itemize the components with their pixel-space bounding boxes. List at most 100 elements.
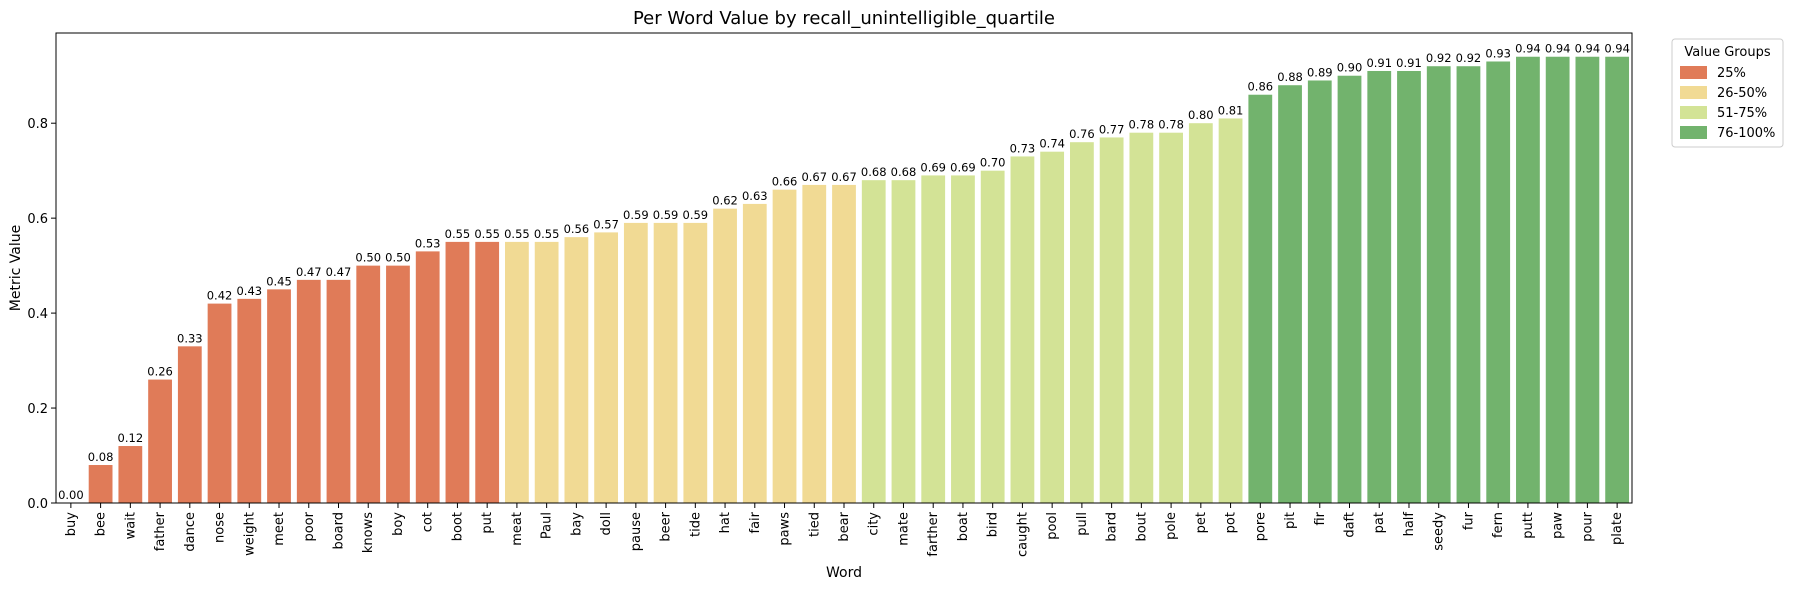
bar-pit [1278,85,1302,503]
bar-putt [1516,56,1540,504]
legend-label: 26-50% [1717,86,1767,101]
data-label-board: 0.47 [326,265,352,279]
data-label-mate: 0.68 [891,165,917,179]
data-label-put: 0.55 [474,227,500,241]
x-tick-label-weight: weight [242,512,257,556]
x-tick-label-half: half [1402,512,1417,537]
bar-tide [683,222,708,503]
bar-pot [1218,118,1243,504]
data-label-bee: 0.08 [88,450,114,464]
plot-area: 0.00 0.08 0.12 0.26 0.33 0.42 0.43 0.45 0.47 0.47… [55,32,1633,504]
bar-caught [1010,156,1035,504]
legend: Value Groups 25% 26-50% 51-75% 76-100% [1671,38,1784,148]
bar-hat [713,208,737,504]
data-label-Paul: 0.55 [534,227,560,241]
x-tick-label-pour: pour [1580,511,1595,541]
data-label-pit: 0.88 [1277,70,1303,84]
data-label-caught: 0.73 [1010,141,1036,155]
data-label-bard: 0.77 [1099,122,1125,136]
x-tick-label-bee: bee [94,512,109,536]
data-label-seedy: 0.92 [1426,51,1452,65]
bar-fern [1486,61,1511,503]
x-tick-label-put: put [480,512,495,534]
x-tick-label-pole: pole [1164,512,1179,540]
bar-put [475,241,500,503]
bar-paws [772,189,797,503]
legend-swatch [1680,106,1707,119]
bar-farther [921,175,946,503]
x-tick-label-bard: bard [1105,512,1120,542]
data-label-hat: 0.62 [712,194,738,208]
x-tick-label-putt: putt [1521,512,1536,539]
x-tick-label-bird: bird [986,512,1001,537]
data-label-pause: 0.59 [623,208,649,222]
bar-nose [207,303,232,503]
data-label-pour: 0.94 [1575,42,1601,56]
bar-pole [1159,132,1183,504]
x-tick-label-hat: hat [718,512,733,533]
data-label-doll: 0.57 [593,217,619,231]
x-tick-label-pause: pause [629,512,644,551]
bar-bay [564,237,589,503]
data-label-boy: 0.50 [385,251,411,265]
bar-pat [1367,70,1392,503]
bar-fair [742,203,767,503]
x-tick-label-fair: fair [748,511,763,533]
x-tick-label-knows: knows [361,512,376,553]
data-label-nose: 0.42 [207,289,233,303]
x-tick-label-boy: boy [391,512,406,536]
data-label-pat: 0.91 [1366,56,1392,70]
bar-boat [951,175,975,503]
x-tick-label-pool: pool [1045,512,1060,540]
x-tick-label-fur: fur [1461,511,1476,530]
bar-tied [802,184,827,503]
data-label-boot: 0.55 [445,227,471,241]
x-tick-label-meet: meet [272,512,287,546]
x-tick-label-dance: dance [183,512,198,552]
bar-bard [1099,137,1124,503]
bar-boy [386,265,410,503]
bar-pore [1248,94,1273,504]
y-tick-label: 0.8 [27,117,48,132]
data-label-pet: 0.80 [1188,108,1214,122]
x-tick-label-pore: pore [1253,512,1268,541]
y-axis: 0.0 0.2 0.4 0.6 0.8 [27,117,56,512]
x-tick-label-pull: pull [1075,512,1090,536]
bar-doll [594,232,619,504]
bar-fur [1456,66,1481,503]
data-label-cot: 0.53 [415,236,441,250]
bar-cot [415,251,440,503]
data-label-paws: 0.66 [772,175,798,189]
x-tick-label-pat: pat [1372,512,1387,533]
legend-title: Value Groups [1684,45,1770,60]
x-tick-label-buy: buy [64,512,79,536]
x-tick-label-paw: paw [1551,512,1566,539]
data-label-pole: 0.78 [1158,118,1184,132]
x-tick-label-caught: caught [1015,512,1030,557]
legend-swatch [1680,126,1707,139]
bar-daft [1337,75,1362,504]
x-tick-label-father: father [153,511,168,551]
data-label-half: 0.91 [1396,56,1422,70]
x-tick-label-city: city [867,512,882,536]
x-tick-label-boat: boat [956,512,971,541]
bar-Paul [534,241,559,503]
data-label-bout: 0.78 [1129,118,1155,132]
x-tick-label-board: board [331,512,346,550]
x-tick-label-nose: nose [213,512,228,543]
data-label-paw: 0.94 [1545,42,1571,56]
x-tick-label-pet: pet [1194,512,1209,533]
x-tick-label-boot: boot [450,512,465,541]
bar-seedy [1426,66,1451,503]
data-label-pot: 0.81 [1218,103,1244,117]
x-tick-label-Paul: Paul [540,512,555,539]
x-tick-label-bout: bout [1134,512,1149,542]
bar-meat [505,241,529,503]
data-label-bird: 0.70 [980,156,1006,170]
bar-meet [267,289,291,503]
y-tick-label: 0.2 [27,402,48,417]
bar-dance [177,346,202,503]
data-label-pore: 0.86 [1247,80,1273,94]
x-tick-label-wait: wait [123,512,138,539]
data-label-fir: 0.89 [1307,65,1333,79]
